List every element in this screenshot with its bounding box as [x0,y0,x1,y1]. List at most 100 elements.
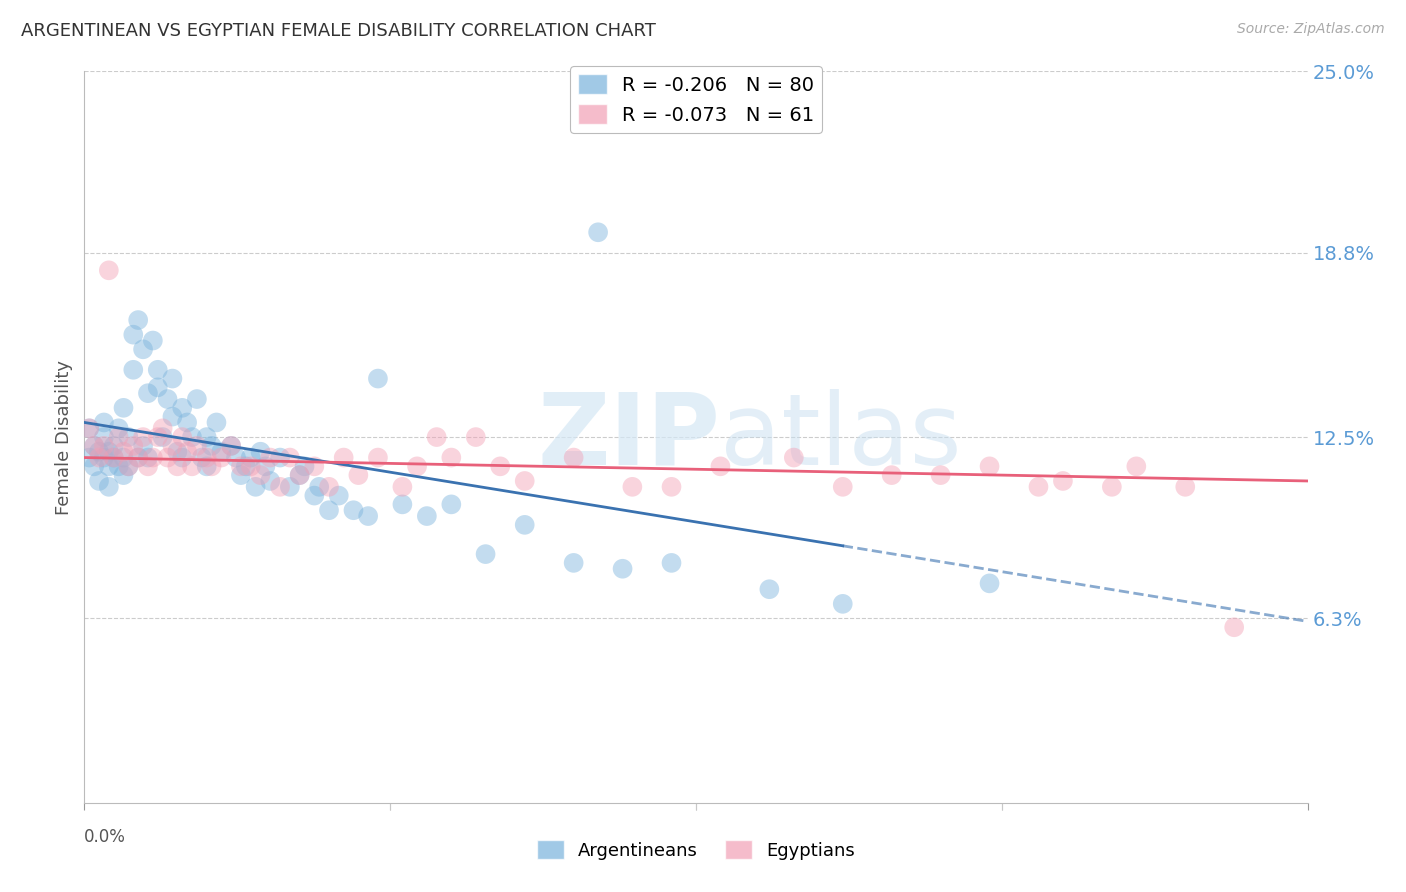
Point [93,416,115,430]
Text: ARGENTINEAN VS EGYPTIAN FEMALE DISABILITY CORRELATION CHART: ARGENTINEAN VS EGYPTIAN FEMALE DISABILIT… [21,22,657,40]
Text: ZIP: ZIP [537,389,720,485]
Point [249,444,271,458]
Point [127,450,149,465]
Point [112,468,135,483]
Point [269,480,291,494]
Point [474,547,496,561]
Point [612,562,634,576]
Point [1223,620,1246,634]
Point [146,380,169,394]
Point [97,459,120,474]
Point [1125,459,1147,474]
Point [117,430,139,444]
Point [83,439,105,453]
Point [152,421,174,435]
Point [156,450,179,465]
Point [112,450,135,465]
Point [278,450,301,465]
Point [979,576,1001,591]
Point [328,489,350,503]
Point [172,401,194,415]
Point [758,582,780,597]
Point [200,459,222,474]
Point [278,480,301,494]
Point [146,363,169,377]
Point [127,313,149,327]
Point [132,439,155,453]
Point [318,503,340,517]
Point [391,497,413,511]
Point [181,430,204,444]
Point [249,468,271,483]
Point [181,459,204,474]
Point [142,450,165,465]
Point [97,444,120,458]
Point [107,421,129,435]
Point [152,430,174,444]
Point [219,439,242,453]
Point [136,450,159,465]
Point [127,450,149,465]
Point [513,517,536,532]
Point [709,459,731,474]
Point [332,450,354,465]
Point [93,450,115,465]
Point [1174,480,1197,494]
Point [97,263,120,277]
Point [513,474,536,488]
Point [929,468,952,483]
Point [1052,474,1074,488]
Point [288,468,311,483]
Text: 0.0%: 0.0% [84,829,127,847]
Point [97,480,120,494]
Point [200,439,222,453]
Point [357,509,380,524]
Point [979,459,1001,474]
Point [77,450,100,465]
Text: atlas: atlas [720,389,962,485]
Point [288,468,311,483]
Point [294,459,316,474]
Point [269,450,291,465]
Point [621,480,644,494]
Point [406,459,429,474]
Point [83,439,105,453]
Point [162,371,184,385]
Point [440,450,463,465]
Point [162,439,184,453]
Point [103,450,125,465]
Point [195,430,218,444]
Point [259,450,281,465]
Point [391,480,413,494]
Point [205,416,228,430]
Point [304,489,326,503]
Point [831,480,853,494]
Point [77,421,100,435]
Point [156,392,179,406]
Point [142,334,165,348]
Point [229,468,252,483]
Point [117,459,139,474]
Point [132,430,155,444]
Point [318,480,340,494]
Point [87,444,110,458]
Point [191,450,214,465]
Point [259,474,281,488]
Point [166,459,188,474]
Point [87,450,110,465]
Point [464,430,486,444]
Point [245,480,267,494]
Point [103,450,125,465]
Point [103,439,125,453]
Legend: Argentineans, Egyptians: Argentineans, Egyptians [530,833,862,867]
Point [195,459,218,474]
Point [562,450,585,465]
Point [93,439,115,453]
Point [195,450,218,465]
Point [112,401,135,415]
Point [122,363,145,377]
Point [831,597,853,611]
Point [107,459,129,474]
Point [342,503,364,517]
Point [304,459,326,474]
